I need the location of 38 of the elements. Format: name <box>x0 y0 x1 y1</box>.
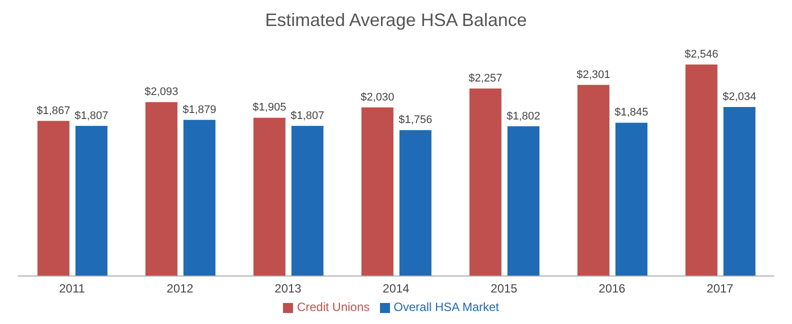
data-label: $2,257 <box>468 72 502 84</box>
data-label: $1,807 <box>74 110 108 122</box>
data-label: $1,845 <box>614 106 648 119</box>
x-tick-label: 2016 <box>598 282 626 296</box>
bar <box>291 126 324 276</box>
chart-title: Estimated Average HSA Balance <box>264 9 528 32</box>
legend-label: Credit Unions <box>296 300 370 314</box>
bar <box>723 107 756 276</box>
bar <box>37 120 70 276</box>
x-tick-label: 2015 <box>490 282 518 296</box>
x-tick-label: 2011 <box>59 282 86 296</box>
data-label: $1,867 <box>36 104 70 117</box>
data-label: $1,879 <box>182 104 216 116</box>
legend-label: Overall HSA Market <box>394 300 500 314</box>
bar <box>399 130 432 276</box>
x-tick-label: 2012 <box>166 282 194 296</box>
bar <box>507 126 540 276</box>
data-label: $2,301 <box>576 68 610 81</box>
bar <box>469 88 502 276</box>
bar <box>145 102 178 276</box>
data-label: $1,802 <box>506 110 540 122</box>
data-label: $1,756 <box>398 114 432 126</box>
bar <box>615 122 648 276</box>
x-tick-label: 2017 <box>706 282 734 296</box>
data-label: $2,546 <box>684 48 718 60</box>
data-label: $2,030 <box>360 91 394 104</box>
bar <box>183 120 216 276</box>
x-tick-label: 2014 <box>382 282 410 296</box>
bar <box>75 126 108 276</box>
bar <box>685 64 718 276</box>
bar <box>361 107 394 276</box>
x-tick-label: 2013 <box>274 282 302 296</box>
data-label: $2,034 <box>722 91 756 104</box>
bar <box>577 84 610 276</box>
bar <box>253 118 286 276</box>
data-label: $1,905 <box>252 102 286 114</box>
data-label: $1,807 <box>290 110 324 122</box>
data-label: $2,093 <box>144 86 178 98</box>
